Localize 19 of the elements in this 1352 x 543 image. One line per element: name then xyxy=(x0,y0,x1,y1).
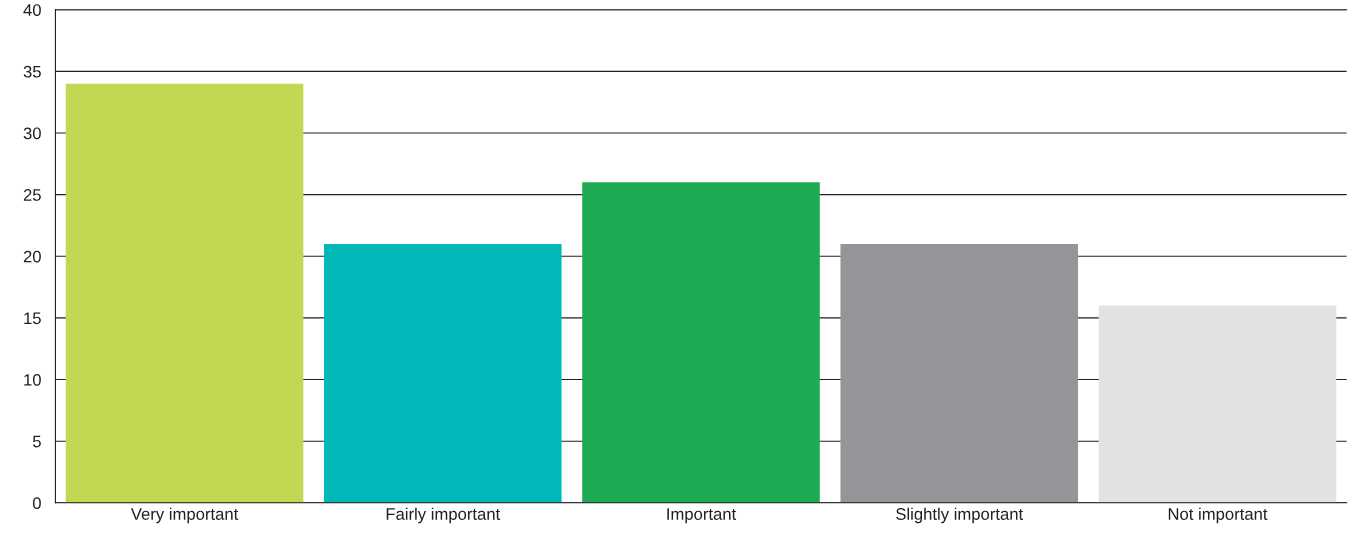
y-tick-label: 20 xyxy=(23,250,41,263)
bar xyxy=(840,243,1079,503)
y-tick-label: 30 xyxy=(23,127,41,140)
x-tick-label: Very important xyxy=(130,507,239,524)
y-tick-label: 0 xyxy=(32,497,41,510)
x-tick-label: Important xyxy=(667,508,737,524)
x-tick-label: Slightly important xyxy=(896,507,1024,524)
y-tick-label: 35 xyxy=(23,65,41,78)
y-tick-label: 40 xyxy=(23,4,41,16)
bar xyxy=(65,83,304,503)
bar xyxy=(1098,305,1337,503)
y-tick-label: 10 xyxy=(24,373,41,386)
y-tick-label: 5 xyxy=(32,435,41,448)
x-tick-label: Fairly important xyxy=(386,507,501,524)
y-tick-label: 15 xyxy=(24,312,41,325)
x-tick-label: Not important xyxy=(1168,507,1268,524)
y-tick-label: 25 xyxy=(23,189,41,201)
bar xyxy=(323,243,562,503)
bar xyxy=(582,182,820,503)
